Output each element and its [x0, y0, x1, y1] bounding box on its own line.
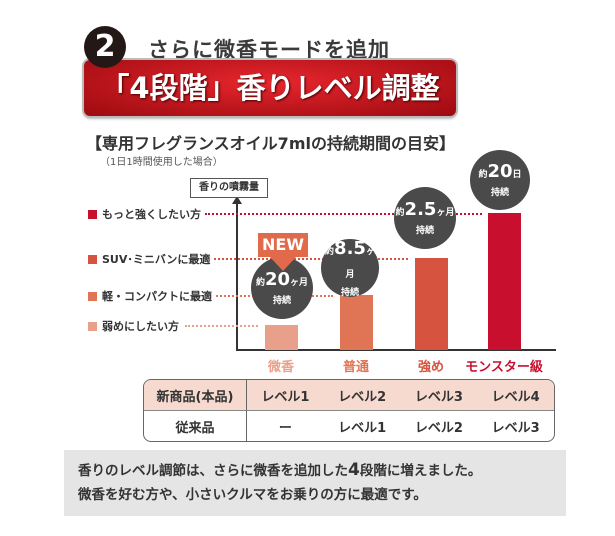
y-axis-arrow: [232, 196, 242, 204]
description-text: 微香を好む方や、小さいクルマをお乗りの方に最適です。: [78, 487, 427, 503]
table-row: 従来品 ー レベル1 レベル2 レベル3: [144, 411, 554, 441]
duration-value: 約2.5ヶ月: [395, 199, 455, 220]
duration-bubble: 約2.5ヶ月持続: [394, 187, 456, 249]
duration-value: 約20日: [478, 161, 522, 182]
duration-bubble: 約20日持続: [470, 150, 530, 210]
legend-item: 軽・コンパクトに最適: [88, 288, 216, 304]
legend-swatch: [88, 254, 97, 264]
duration-value: 約8.5ヶ月: [325, 237, 375, 280]
y-axis-label: 香りの噴霧量: [190, 178, 268, 198]
legend-label: 軽・コンパクトに最適: [102, 290, 212, 303]
legend-swatch: [88, 321, 97, 331]
bar: [265, 325, 298, 350]
new-badge-arrow: [270, 257, 296, 271]
table-cell: レベル1: [338, 420, 387, 436]
new-badge: NEW: [258, 233, 308, 257]
table-cell: ー: [278, 420, 292, 436]
subtitle: さらに微香モードを追加: [148, 38, 390, 62]
duration-bubble: 約8.5ヶ月持続: [321, 237, 379, 298]
x-tick-label: 強め: [417, 360, 444, 375]
table-cell: レベル3: [400, 380, 478, 411]
legend-swatch: [88, 291, 97, 301]
guide-line: [205, 258, 408, 260]
table-cell: レベル2: [414, 420, 463, 436]
legend-swatch: [88, 209, 97, 219]
y-axis: [236, 200, 238, 351]
legend-item: もっと強くしたい方: [88, 206, 205, 222]
x-tick-label: モンスター級: [465, 360, 543, 375]
chart-note: （1日1時間使用した場合）: [100, 157, 223, 168]
level-comparison-table: 新商品(本品) レベル1 レベル2 レベル3 レベル4 従来品 ー レベル1 レ…: [143, 379, 555, 442]
bar: [340, 295, 373, 350]
description-box: 香りのレベル調節は、さらに微香を追加した4段階に増えました。 微香を好む方や、小…: [64, 450, 566, 516]
table-row: 新商品(本品) レベル1 レベル2 レベル3 レベル4: [144, 380, 554, 411]
duration-value: 約20ヶ月: [255, 269, 309, 290]
table-cell: 従来品: [144, 411, 247, 441]
description-number: 4: [348, 460, 360, 480]
table-cell: 新商品(本品): [144, 380, 247, 411]
title-banner: 「4段階」香りレベル調整: [84, 60, 456, 116]
table-cell: レベル4: [477, 380, 554, 411]
legend-item: SUV･ミニバンに最適: [88, 251, 215, 267]
duration-suffix: 持続: [340, 287, 359, 298]
table-cell: レベル3: [491, 420, 540, 436]
legend-label: SUV･ミニバンに最適: [102, 253, 211, 266]
table-cell: レベル2: [323, 380, 401, 411]
description-text: 段階に増えました。: [359, 463, 482, 479]
legend-item: 弱めにしたい方: [88, 318, 183, 334]
description-text: 香りのレベル調節は、さらに微香を追加した: [78, 463, 348, 479]
duration-suffix: 持続: [490, 188, 509, 198]
x-tick-label: 微香: [267, 360, 294, 375]
x-axis: [236, 349, 556, 351]
table-cell: レベル1: [247, 380, 324, 411]
duration-suffix: 持続: [415, 226, 434, 236]
guide-line: [205, 213, 482, 215]
chart-title: 【専用フレグランスオイル7mlの持続期間の目安】: [86, 134, 455, 153]
step-number-badge: 2: [84, 26, 126, 68]
duration-suffix: 持続: [272, 296, 291, 306]
x-tick-label: 普通: [342, 360, 369, 375]
legend-label: もっと強くしたい方: [102, 208, 201, 221]
bar: [488, 213, 521, 350]
guide-line: [185, 325, 258, 327]
legend-label: 弱めにしたい方: [102, 320, 179, 333]
bar: [415, 258, 448, 350]
